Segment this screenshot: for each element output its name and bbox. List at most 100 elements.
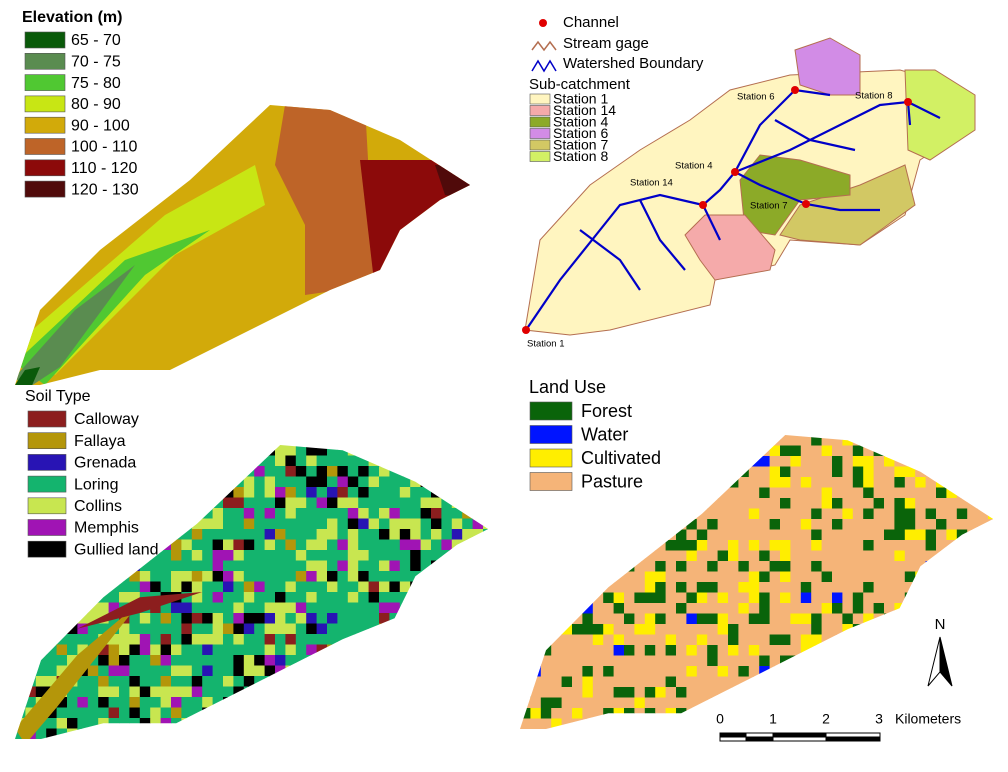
- cell: [108, 707, 120, 719]
- cell: [472, 718, 484, 729]
- cell: [389, 623, 401, 635]
- cell: [295, 476, 307, 488]
- cell: [410, 476, 422, 488]
- cell: [956, 624, 968, 635]
- cell: [655, 466, 667, 478]
- legend-label: 75 - 80: [71, 75, 121, 92]
- cell: [399, 728, 411, 739]
- cell: [202, 728, 214, 739]
- cell: [420, 445, 432, 456]
- cell: [358, 634, 370, 645]
- cell: [603, 697, 615, 709]
- cell: [936, 456, 947, 467]
- cell: [379, 466, 390, 477]
- cell: [233, 560, 245, 572]
- cell: [551, 561, 563, 572]
- cell: [977, 708, 989, 719]
- cell: [988, 487, 994, 499]
- cell: [780, 666, 791, 677]
- cell: [832, 687, 843, 698]
- cell: [738, 519, 750, 530]
- cell: [264, 476, 276, 488]
- cell: [894, 655, 906, 667]
- cell: [275, 686, 286, 698]
- cell: [884, 477, 895, 488]
- cell: [431, 445, 442, 456]
- cell: [150, 455, 162, 467]
- cell: [925, 456, 937, 467]
- cell: [25, 739, 36, 750]
- cell: [451, 676, 463, 687]
- cell: [655, 592, 667, 604]
- cell: [139, 707, 151, 719]
- station-label: Station 7: [750, 201, 788, 212]
- cell: [295, 455, 307, 467]
- cell: [212, 508, 224, 519]
- cell: [451, 634, 463, 645]
- cell: [441, 466, 453, 477]
- cell: [129, 739, 140, 750]
- cell: [925, 445, 937, 457]
- cell: [472, 686, 484, 698]
- cell: [790, 676, 802, 688]
- cell: [780, 655, 791, 667]
- cell: [832, 645, 843, 656]
- cell: [520, 666, 531, 677]
- cell: [316, 539, 328, 551]
- cell: [264, 592, 276, 603]
- cell: [863, 550, 875, 562]
- cell: [264, 539, 276, 551]
- cell: [202, 686, 214, 698]
- cell: [389, 728, 401, 739]
- cell: [759, 550, 771, 562]
- cell: [67, 644, 78, 656]
- scale-label: 0: [716, 711, 724, 727]
- cell: [472, 655, 484, 666]
- cell: [98, 697, 110, 708]
- cell: [530, 624, 542, 635]
- cell: [431, 487, 442, 498]
- cell: [655, 477, 667, 488]
- cell: [160, 571, 172, 582]
- cell: [306, 739, 317, 750]
- cell: [800, 624, 812, 635]
- cell: [873, 487, 885, 499]
- subcatchment: [779, 164, 916, 246]
- cell: [852, 676, 864, 688]
- cell: [696, 718, 708, 729]
- cell: [863, 666, 875, 677]
- cell: [863, 697, 875, 709]
- cell: [676, 613, 687, 625]
- cell: [686, 519, 698, 530]
- cell: [561, 708, 573, 719]
- station-labels: Station 6 Station 8 Station 4 Station 14…: [527, 91, 893, 350]
- cell: [624, 498, 635, 509]
- cell: [233, 728, 245, 739]
- cell: [946, 603, 958, 614]
- cell: [707, 687, 719, 698]
- cell: [441, 676, 453, 687]
- cell: [520, 508, 531, 520]
- cell: [139, 613, 151, 624]
- cell: [35, 602, 47, 614]
- cell: [780, 708, 791, 719]
- cell: [139, 445, 151, 456]
- cell: [530, 676, 542, 688]
- cell: [873, 571, 885, 583]
- cell: [894, 456, 906, 467]
- cell: [306, 602, 318, 614]
- cell: [306, 518, 318, 530]
- cell: [915, 655, 927, 667]
- cell: [316, 613, 328, 624]
- cell: [582, 697, 594, 709]
- cell: [192, 739, 203, 750]
- cell: [707, 697, 719, 709]
- station-label: Station 8: [855, 91, 893, 102]
- cell: [800, 529, 812, 541]
- cell: [441, 602, 453, 614]
- cell: [977, 529, 989, 541]
- cell: [624, 529, 635, 541]
- cell: [644, 697, 656, 709]
- cell: [915, 613, 927, 625]
- cell: [967, 540, 979, 551]
